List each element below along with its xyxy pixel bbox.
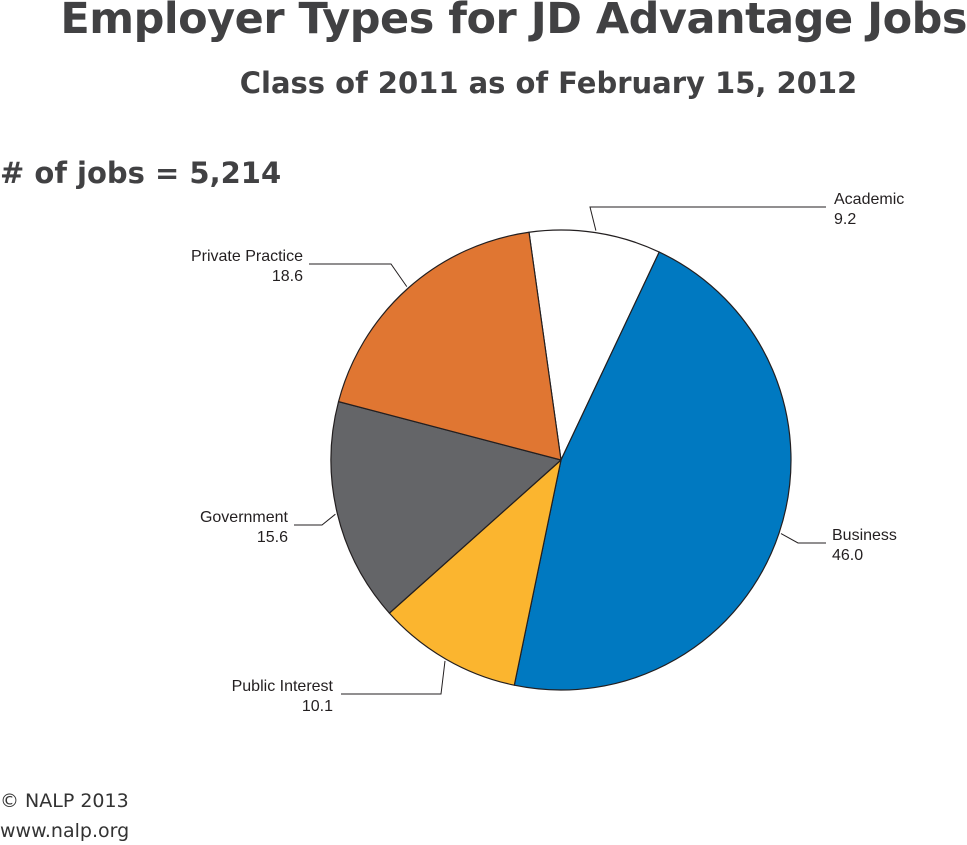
slice-label-government: Government xyxy=(200,509,289,526)
leader-line-private-practice xyxy=(309,263,408,287)
leader-line-business xyxy=(780,533,826,544)
chart-title: Employer Types for JD Advantage Jobs xyxy=(60,0,967,44)
slice-value-academic: 9.2 xyxy=(834,211,856,228)
slice-value-private-practice: 18.6 xyxy=(272,268,303,285)
copyright-text: © NALP 2013 xyxy=(0,790,129,812)
slice-label-academic: Academic xyxy=(834,191,904,208)
leader-line-academic xyxy=(589,206,826,231)
leader-line-government xyxy=(294,513,336,526)
pie-slice-government xyxy=(330,401,562,614)
leader-line-public-interest xyxy=(341,660,446,695)
slice-value-government: 15.6 xyxy=(257,529,288,546)
pie-slice-business xyxy=(513,251,792,691)
pie-slice-private-practice xyxy=(337,231,562,461)
slice-label-public-interest: Public Interest xyxy=(232,678,334,695)
pie-slice-public-interest xyxy=(388,459,562,686)
pie-slice-academic xyxy=(528,229,660,461)
slice-label-business: Business xyxy=(832,527,897,544)
jobs-count-note: # of jobs = 5,214 xyxy=(0,156,282,190)
slice-value-business: 46.0 xyxy=(832,547,863,564)
website-text: www.nalp.org xyxy=(0,820,130,842)
slice-label-private-practice: Private Practice xyxy=(191,248,303,265)
chart-subtitle: Class of 2011 as of February 15, 2012 xyxy=(239,66,858,100)
slice-value-public-interest: 10.1 xyxy=(302,698,333,715)
